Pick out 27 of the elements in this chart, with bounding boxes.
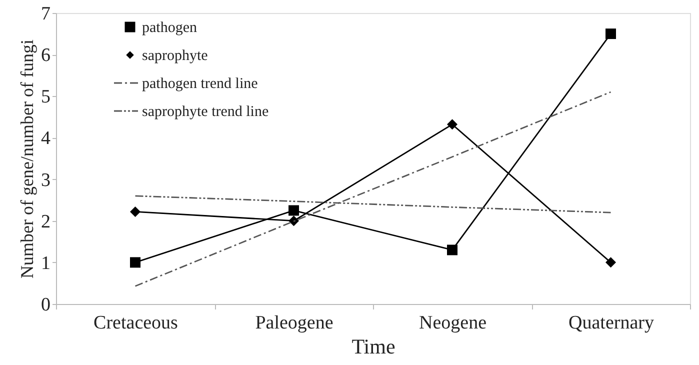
legend-label: saprophyte trend line — [142, 104, 269, 120]
y-tick-label: 4 — [41, 128, 51, 150]
legend-label: pathogen — [142, 20, 198, 36]
y-tick-label: 7 — [41, 4, 50, 24]
y-tick-label: 2 — [41, 211, 50, 232]
line-series — [134, 91, 612, 287]
x-tick-label: Paleogene — [255, 312, 334, 334]
y-tick-label: 1 — [41, 252, 50, 274]
point — [130, 206, 140, 217]
y-axis-title: Number of gene/number of fungi — [17, 40, 37, 278]
point — [130, 257, 140, 268]
point — [447, 244, 458, 256]
x-tick-label: Cretaceous — [94, 312, 178, 334]
point — [288, 205, 299, 216]
x-tick-label: Quaternary — [568, 312, 654, 334]
legend-label: saprophyte — [142, 48, 208, 64]
y-tick-label: 0 — [41, 294, 50, 316]
x-tick-label: Neogene — [418, 312, 487, 334]
point — [606, 28, 616, 40]
point — [606, 257, 616, 268]
x-axis-title: Time — [352, 334, 396, 358]
y-tick-label: 5 — [41, 86, 50, 108]
y-tick-label: 3 — [41, 170, 50, 191]
legend-label: pathogen trend line — [142, 76, 258, 92]
point — [447, 119, 458, 130]
point — [288, 216, 299, 226]
y-tick-label: 6 — [41, 45, 50, 66]
